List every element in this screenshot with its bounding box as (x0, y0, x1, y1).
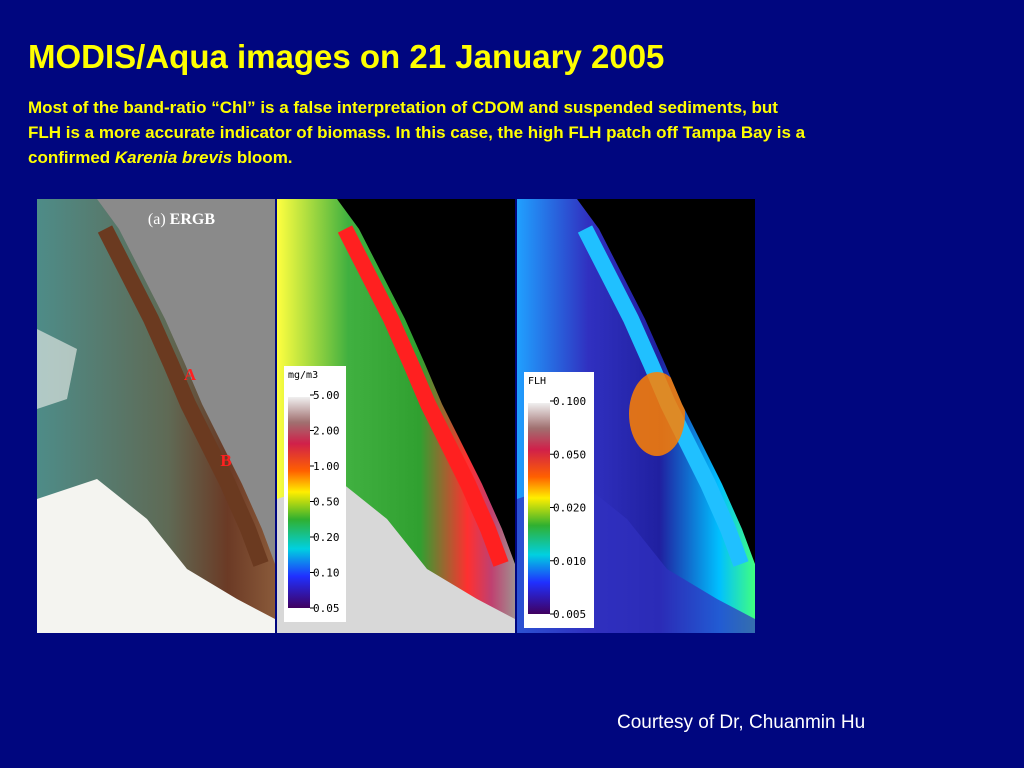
panel-label: (c) FLH (640, 211, 695, 228)
site-marker: A (184, 365, 197, 384)
colorbar-tick-label: 0.10 (313, 567, 340, 580)
slide-title: MODIS/Aqua images on 21 January 2005 (28, 38, 665, 75)
colorbar-tick-label: 0.020 (553, 502, 586, 515)
description-text: bloom. (232, 148, 293, 167)
colorbar-tick-label: 0.50 (313, 496, 340, 509)
image-cloud (37, 479, 275, 633)
panel-label: (b) Chl (407, 211, 455, 228)
colorbar-unit: FLH (528, 376, 546, 387)
colorbar-tick-label: 0.05 (313, 602, 340, 615)
colorbar-tick-label: 1.00 (313, 460, 340, 473)
panel-prefix: (b) (407, 211, 426, 228)
colorbar-tick-label: 0.100 (553, 395, 586, 408)
image-land (97, 199, 275, 564)
colorbar (288, 397, 310, 608)
panel-label: (a) ERGB (148, 211, 215, 228)
panel-name: Chl (430, 211, 455, 228)
coastal-band (337, 225, 509, 567)
panel-name: ERGB (170, 211, 216, 228)
coastal-band (97, 225, 269, 567)
description-text: Most of the band-ratio “Chl” is a false … (28, 98, 806, 167)
image-land (577, 199, 755, 564)
colorbar-tick-label: 0.010 (553, 555, 586, 568)
site-marker: B (220, 451, 231, 470)
image-cloud (37, 329, 77, 409)
image-credit: Courtesy of Dr, Chuanmin Hu (617, 712, 866, 733)
satellite-image (277, 199, 515, 633)
slide-description: Most of the band-ratio “Chl” is a false … (28, 95, 808, 170)
colorbar-tick-label: 5.00 (313, 389, 340, 402)
panel-name: FLH (662, 211, 695, 228)
colorbar-tick-label: 0.005 (553, 608, 586, 621)
bloom-patch (629, 372, 685, 456)
panel-prefix: (c) (640, 211, 658, 228)
colorbar-tick-label: 0.20 (313, 531, 340, 544)
colorbar (528, 403, 550, 614)
species-name: Karenia brevis (114, 148, 233, 167)
colorbar-unit: mg/m3 (288, 370, 318, 381)
satellite-image (37, 199, 275, 633)
panel-prefix: (a) (148, 211, 166, 228)
image-land (337, 199, 515, 564)
colorbar-tick-label: 2.00 (313, 425, 340, 438)
colorbar-tick-label: 0.050 (553, 448, 586, 461)
